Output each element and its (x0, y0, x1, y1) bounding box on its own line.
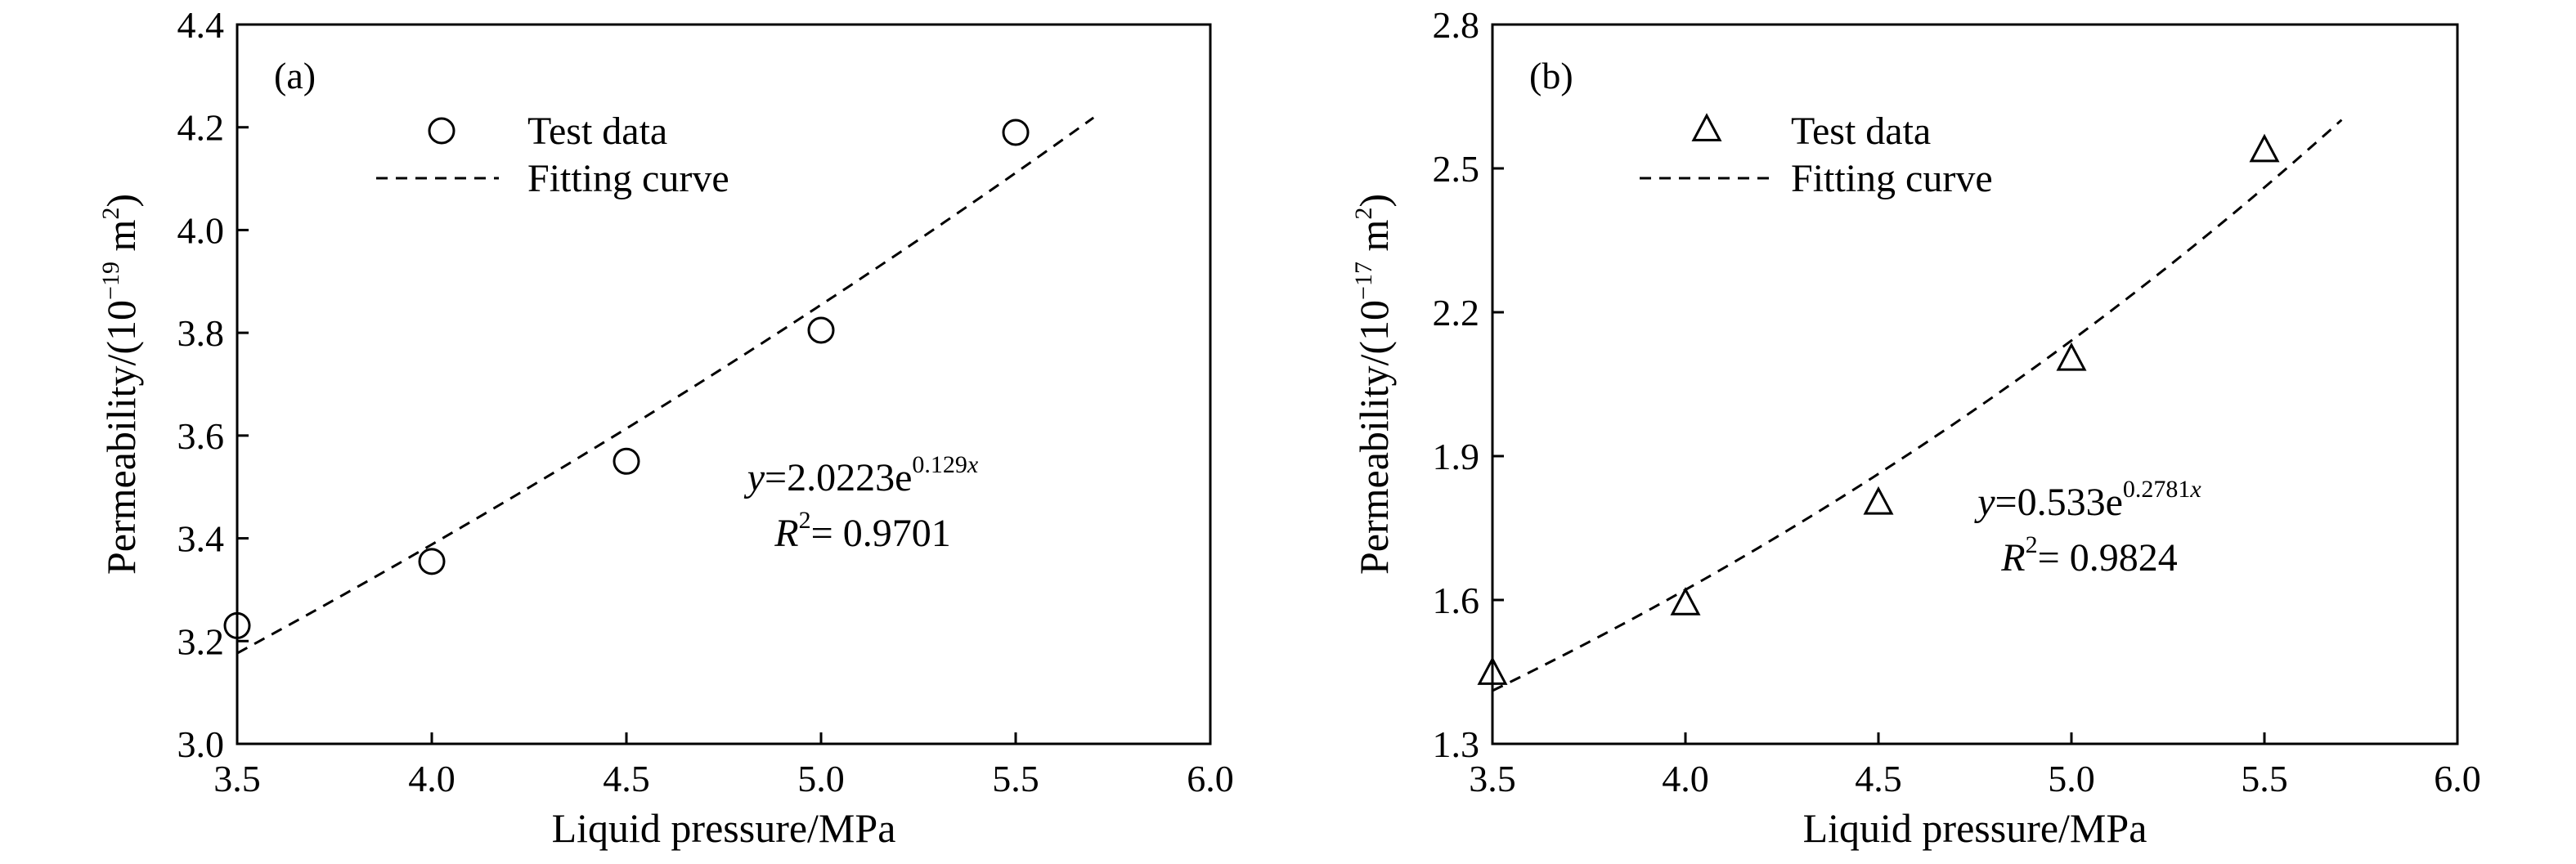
data-point (1670, 587, 1701, 616)
x-tick-label: 3.5 (213, 758, 261, 799)
data-point (1002, 119, 1030, 146)
legend-fitting-curve-label: Fitting curve (527, 157, 729, 200)
r-squared-value: = 0.9701 (811, 512, 951, 555)
x-axis-title: Liquid pressure/MPa (552, 805, 896, 851)
fit-equation-formula: y=0.533e0.2781x (1973, 476, 2201, 524)
y-tick-label: 1.3 (1433, 723, 1480, 765)
y-tick-label: 3.0 (177, 723, 225, 765)
fit-equation-formula: y=2.0223e0.129x (743, 451, 979, 499)
data-point (418, 548, 446, 575)
y-tick-label: 1.6 (1433, 580, 1480, 621)
y-title-exponent: −17 (1350, 262, 1377, 300)
legend: Test data Fitting curve (376, 110, 729, 200)
y-tick-label: 3.2 (177, 620, 225, 662)
fitting-curve-path (1492, 119, 2343, 692)
y-tick-label: 2.5 (1433, 148, 1480, 190)
data-point (807, 316, 835, 344)
x-tick-label: 5.0 (797, 758, 845, 799)
fit-equation: y=2.0223e0.129x R2= 0.9701 (743, 451, 979, 555)
y-title-unit-exponent: 2 (97, 208, 124, 220)
y-tick-label: 3.8 (177, 312, 225, 354)
y-title-prefix: Permeability/(10 (1351, 300, 1397, 575)
fit-equation-r-squared: R2= 0.9824 (2000, 531, 2177, 580)
x-tick-label: 5.5 (992, 758, 1039, 799)
equation-exponent-var: x (2189, 476, 2201, 503)
fitting-curve-path (236, 116, 1095, 655)
data-point (2056, 342, 2087, 371)
y-title-close: ) (98, 194, 144, 208)
legend-fitting-curve-label: Fitting curve (1791, 157, 1993, 200)
data-point (223, 611, 251, 639)
equation-y-symbol: y (1973, 481, 1995, 524)
y-title-unit: m (1351, 220, 1397, 262)
legend-test-data-marker (428, 117, 456, 145)
x-tick-label: 5.0 (2048, 758, 2095, 799)
r-symbol: R (2000, 536, 2025, 580)
r-exponent: 2 (799, 507, 811, 534)
legend-marker-symbol (428, 117, 456, 145)
x-tick-label: 6.0 (1187, 758, 1234, 799)
y-title-exponent: −19 (97, 262, 124, 300)
r-squared-value: = 0.9824 (2038, 536, 2178, 580)
axis-ticks: 3.5 4.0 4.5 5.0 5.5 6.0 3.0 3.2 3.4 3.6 3.8 4.0 4.2 4… (177, 4, 1234, 799)
y-tick-label: 2.2 (1433, 292, 1480, 334)
y-tick-label: 3.4 (177, 518, 225, 560)
y-tick-label: 1.9 (1433, 436, 1480, 477)
fit-equation: y=0.533e0.2781x R2= 0.9824 (1973, 476, 2201, 580)
equation-y-symbol: y (743, 456, 765, 499)
r-symbol: R (774, 512, 798, 555)
y-title-unit-exponent: 2 (1350, 208, 1377, 220)
data-point (1477, 656, 1508, 685)
y-axis-title: Permeability/(10−17 m2) (1350, 194, 1397, 575)
y-title-unit: m (98, 220, 144, 262)
data-point (1863, 486, 1894, 515)
legend: Test data Fitting curve (1640, 110, 1993, 200)
x-tick-label: 4.0 (1662, 758, 1709, 799)
x-tick-label: 5.5 (2241, 758, 2288, 799)
axis-ticks: 3.5 4.0 4.5 5.0 5.5 6.0 1.3 1.6 1.9 2.2 2.5 2.8 (1433, 4, 2481, 799)
plot-border (236, 23, 1212, 745)
data-point (2249, 133, 2280, 163)
fit-equation-r-squared: R2= 0.9701 (774, 507, 950, 555)
x-tick-label: 6.0 (2434, 758, 2481, 799)
legend-test-data-label: Test data (1791, 110, 1931, 153)
plot-frame (236, 23, 1212, 745)
y-tick-label: 4.4 (177, 4, 225, 46)
y-tick-label: 4.2 (177, 107, 225, 149)
equation-base: =0.533e (1995, 481, 2123, 524)
y-title-prefix: Permeability/(10 (98, 300, 144, 575)
equation-exponent-coef: 0.2781 (2123, 476, 2191, 503)
y-tick-label: 4.0 (177, 209, 225, 251)
data-point (613, 447, 640, 475)
x-axis-title: Liquid pressure/MPa (1803, 805, 2147, 851)
y-axis-title: Permeability/(10−19 m2) (97, 194, 144, 575)
equation-exponent-var: x (967, 451, 979, 478)
fitting-curve (1492, 119, 2343, 692)
x-tick-label: 3.5 (1469, 758, 1516, 799)
legend-test-data-label: Test data (527, 110, 667, 153)
panel-label: (b) (1529, 55, 1573, 96)
x-tick-label: 4.5 (603, 758, 650, 799)
test-data-points (1477, 133, 2280, 685)
test-data-points (223, 119, 1030, 639)
plot-border (1491, 23, 2459, 745)
legend-test-data-marker (1691, 113, 1722, 141)
y-tick-label: 2.8 (1433, 4, 1480, 46)
plot-frame (1491, 23, 2459, 745)
x-tick-label: 4.0 (408, 758, 456, 799)
legend-marker-symbol (1691, 113, 1722, 141)
equation-exponent-coef: 0.129 (912, 451, 967, 478)
chart-panel-a: 3.5 4.0 4.5 5.0 5.5 6.0 3.0 3.2 3.4 3.6 3.8 4.0 4.2 4… (97, 4, 1234, 851)
x-tick-label: 4.5 (1855, 758, 1902, 799)
equation-base: =2.0223e (765, 456, 912, 499)
chart-panel-b: 3.5 4.0 4.5 5.0 5.5 6.0 1.3 1.6 1.9 2.2 2.5 2.8 (b)… (1350, 4, 2481, 851)
y-tick-label: 3.6 (177, 415, 225, 457)
y-title-close: ) (1351, 194, 1397, 208)
r-exponent: 2 (2026, 531, 2038, 558)
fitting-curve (236, 116, 1095, 655)
panel-label: (a) (274, 55, 316, 96)
